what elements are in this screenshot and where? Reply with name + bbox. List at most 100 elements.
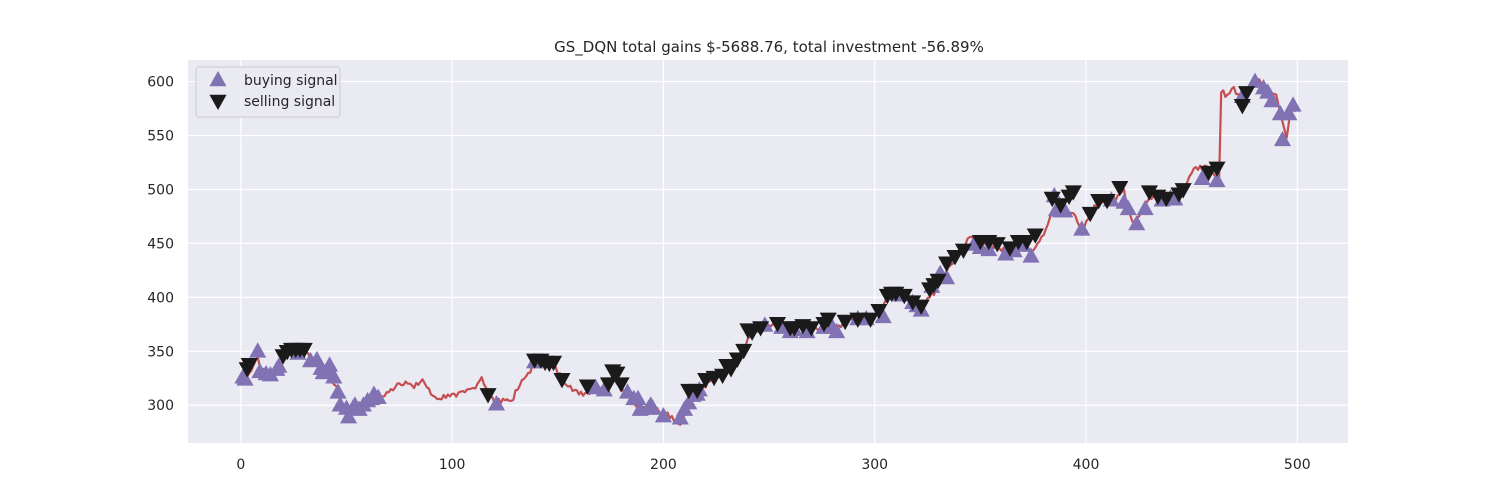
buy-signal-marker [1208, 171, 1226, 188]
plot-background [188, 60, 1348, 443]
sell-signal-marker [608, 366, 626, 382]
sell-signal-marker [1238, 86, 1256, 102]
buy-signal-marker [671, 409, 689, 425]
buy-signal-marker [1128, 214, 1146, 231]
buy-signal-marker [1022, 247, 1040, 263]
sell-signal-marker [912, 299, 930, 315]
sell-signal-marker [937, 256, 956, 272]
buy-signal-marker [325, 368, 343, 384]
buy-signal-marker [1273, 130, 1292, 147]
sell-signal-marker [1064, 185, 1082, 201]
buy-signal-marker [270, 357, 288, 373]
legend-sell-label: selling signal [244, 94, 335, 110]
tick-labels: 0 100 200 300 400 500 300 350 400 450 500 550 600 [147, 75, 1310, 473]
legend-buy-marker [209, 71, 227, 87]
buy-signal-marker [644, 399, 662, 415]
sell-signal-marker [1111, 181, 1129, 197]
sell-signal-marker [1199, 165, 1218, 182]
sell-signal-marker [946, 250, 964, 266]
x-tick-label: 200 [650, 457, 677, 473]
buy-signal-marker [629, 389, 647, 406]
buy-signal-marker [1263, 91, 1281, 108]
buy-signal-marker [1280, 104, 1298, 121]
sell-signal-marker [1174, 183, 1192, 199]
sell-signal-marker [836, 314, 854, 331]
legend-box [195, 66, 341, 118]
sell-signal-marker [1208, 161, 1226, 177]
sell-signal-marker [578, 379, 596, 395]
buy-signal-marker [487, 395, 506, 411]
sell-signal-markers [238, 86, 1256, 404]
buy-signal-marker [828, 322, 846, 339]
buy-signal-marker [1073, 220, 1091, 236]
y-tick-label: 550 [147, 129, 174, 145]
sell-signal-marker [1098, 193, 1116, 210]
sell-signal-marker [1140, 185, 1158, 201]
x-tick-label: 400 [1073, 457, 1100, 473]
sell-signal-marker [1026, 228, 1044, 244]
sell-signal-marker [722, 362, 740, 378]
sell-signal-marker [904, 295, 922, 311]
sell-signal-marker [599, 377, 618, 393]
sell-signal-marker [1043, 191, 1061, 208]
buy-signal-marker [1284, 96, 1302, 112]
buy-signal-marker [654, 407, 672, 423]
y-tick-label: 450 [147, 236, 174, 252]
sell-signal-marker [988, 237, 1006, 253]
sell-signal-marker [1157, 191, 1175, 208]
sell-signal-marker [802, 321, 820, 337]
sell-signal-marker [553, 373, 571, 389]
legend-buy-label: buying signal [244, 73, 338, 89]
sell-signal-marker [612, 377, 630, 393]
sell-signal-marker [1081, 206, 1099, 223]
buy-signal-marker [236, 370, 254, 386]
buy-signal-marker [369, 388, 387, 404]
sell-signal-marker [954, 243, 972, 259]
legend-sell-marker [209, 94, 227, 110]
x-tick-label: 0 [236, 457, 245, 473]
sell-signal-marker [544, 355, 563, 372]
buy-signal-marker [1136, 199, 1154, 216]
buy-signal-marker [1246, 72, 1264, 88]
sell-signal-marker [819, 312, 837, 328]
chart-title: GS_DQN total gains $-5688.76, total inve… [554, 38, 984, 57]
sell-signal-marker [895, 288, 913, 305]
x-tick-label: 100 [439, 457, 466, 473]
y-tick-label: 300 [147, 398, 174, 414]
sell-signal-marker [929, 273, 947, 290]
y-tick-label: 600 [147, 75, 174, 91]
buy-signal-marker [874, 307, 892, 324]
x-tick-label: 500 [1284, 457, 1311, 473]
x-tick-label: 300 [861, 457, 888, 473]
sell-signal-marker [735, 343, 753, 360]
sell-signal-marker [1233, 99, 1251, 115]
y-tick-label: 350 [147, 344, 174, 360]
buy-signal-marker [1119, 199, 1137, 216]
buy-signal-marker [329, 383, 347, 399]
buy-signal-marker [1056, 202, 1074, 218]
sell-signal-marker [1018, 234, 1036, 251]
sell-signal-marker [743, 325, 761, 341]
sell-signal-marker [768, 316, 787, 333]
sell-signal-marker [1052, 198, 1070, 214]
grid-lines [188, 60, 1348, 443]
sell-signal-marker [861, 312, 880, 328]
buy-signal-marker [321, 356, 339, 372]
sell-signal-marker [688, 383, 706, 400]
sell-signal-marker [240, 357, 258, 374]
y-tick-label: 500 [147, 182, 174, 198]
sell-signal-marker [295, 342, 313, 359]
sell-signal-marker [870, 303, 888, 320]
sell-signal-marker [479, 388, 497, 404]
legend: buying signal selling signal [195, 66, 341, 118]
sell-signal-marker [752, 321, 770, 337]
y-tick-label: 400 [147, 290, 174, 306]
sell-signal-marker [1001, 241, 1019, 257]
sell-signal-marker [849, 312, 867, 328]
buy-signal-marker [1193, 169, 1211, 185]
sell-signal-marker [728, 352, 746, 368]
buy-signal-marker [249, 342, 267, 358]
buy-signal-marker [340, 408, 358, 424]
